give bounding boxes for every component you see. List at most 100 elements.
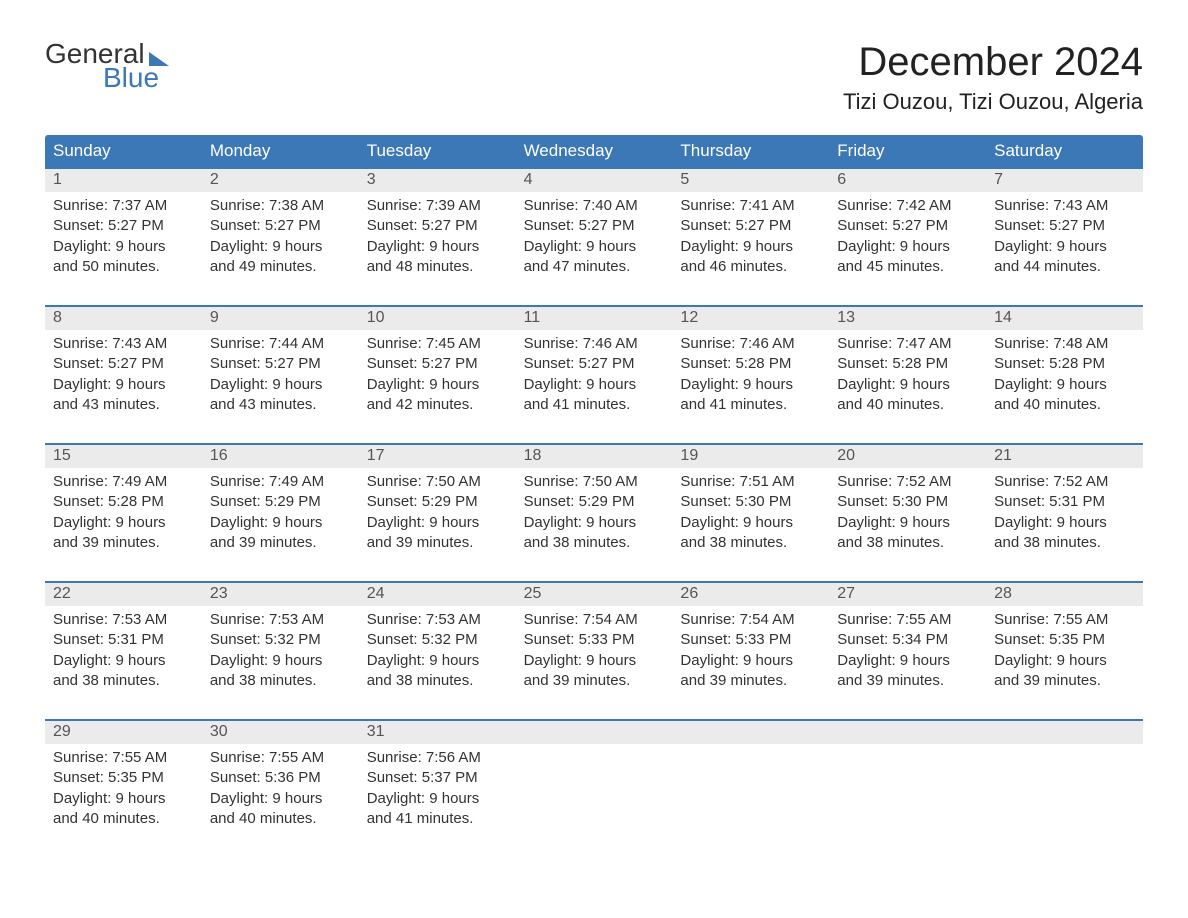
daylight-line1: Daylight: 9 hours [53,651,194,671]
day-cell: Sunrise: 7:50 AMSunset: 5:29 PMDaylight:… [516,468,673,553]
sunrise-line: Sunrise: 7:49 AM [53,472,194,492]
weeks-container: 1234567Sunrise: 7:37 AMSunset: 5:27 PMDa… [45,169,1143,829]
brand-line2: Blue [103,64,169,92]
daylight-line2: and 40 minutes. [994,395,1135,415]
daylight-line2: and 43 minutes. [210,395,351,415]
sunset-line: Sunset: 5:27 PM [367,354,508,374]
sunrise-line: Sunrise: 7:41 AM [680,196,821,216]
calendar-week: 891011121314Sunrise: 7:43 AMSunset: 5:27… [45,305,1143,415]
daylight-line2: and 40 minutes. [53,809,194,829]
day-cell: Sunrise: 7:54 AMSunset: 5:33 PMDaylight:… [516,606,673,691]
calendar-week: 22232425262728Sunrise: 7:53 AMSunset: 5:… [45,581,1143,691]
daylight-line2: and 47 minutes. [524,257,665,277]
daylight-line1: Daylight: 9 hours [524,375,665,395]
sunset-line: Sunset: 5:27 PM [367,216,508,236]
day-cell: Sunrise: 7:48 AMSunset: 5:28 PMDaylight:… [986,330,1143,415]
title-block: December 2024 Tizi Ouzou, Tizi Ouzou, Al… [843,40,1143,115]
day-number: 21 [986,445,1143,468]
brand-logo: General Blue [45,40,169,92]
daylight-line2: and 39 minutes. [994,671,1135,691]
day-number: 5 [672,169,829,192]
day-cell: Sunrise: 7:56 AMSunset: 5:37 PMDaylight:… [359,744,516,829]
sunset-line: Sunset: 5:36 PM [210,768,351,788]
day-cell: Sunrise: 7:47 AMSunset: 5:28 PMDaylight:… [829,330,986,415]
day-number: 16 [202,445,359,468]
daylight-line2: and 41 minutes. [367,809,508,829]
sunset-line: Sunset: 5:29 PM [210,492,351,512]
sunset-line: Sunset: 5:27 PM [210,216,351,236]
location-text: Tizi Ouzou, Tizi Ouzou, Algeria [843,89,1143,115]
day-cell: Sunrise: 7:46 AMSunset: 5:27 PMDaylight:… [516,330,673,415]
calendar-week: 1234567Sunrise: 7:37 AMSunset: 5:27 PMDa… [45,169,1143,277]
sunrise-line: Sunrise: 7:55 AM [994,610,1135,630]
dow-thursday: Thursday [672,135,829,169]
sunset-line: Sunset: 5:33 PM [680,630,821,650]
daylight-line2: and 38 minutes. [367,671,508,691]
daylight-line2: and 45 minutes. [837,257,978,277]
calendar-week: 293031Sunrise: 7:55 AMSunset: 5:35 PMDay… [45,719,1143,829]
sunrise-line: Sunrise: 7:54 AM [680,610,821,630]
day-cell [672,744,829,829]
sunrise-line: Sunrise: 7:38 AM [210,196,351,216]
daylight-line2: and 38 minutes. [524,533,665,553]
sunrise-line: Sunrise: 7:37 AM [53,196,194,216]
sunset-line: Sunset: 5:27 PM [210,354,351,374]
dow-saturday: Saturday [986,135,1143,169]
sunset-line: Sunset: 5:37 PM [367,768,508,788]
daylight-line1: Daylight: 9 hours [680,513,821,533]
daylight-line2: and 41 minutes. [680,395,821,415]
daylight-line2: and 39 minutes. [53,533,194,553]
day-number: 30 [202,721,359,744]
daylight-line2: and 49 minutes. [210,257,351,277]
day-number: 24 [359,583,516,606]
sunrise-line: Sunrise: 7:43 AM [994,196,1135,216]
daylight-line1: Daylight: 9 hours [210,789,351,809]
sunrise-line: Sunrise: 7:56 AM [367,748,508,768]
daylight-line2: and 40 minutes. [210,809,351,829]
sunrise-line: Sunrise: 7:51 AM [680,472,821,492]
daylight-line1: Daylight: 9 hours [994,237,1135,257]
sunrise-line: Sunrise: 7:46 AM [680,334,821,354]
sunrise-line: Sunrise: 7:55 AM [837,610,978,630]
day-cell: Sunrise: 7:55 AMSunset: 5:35 PMDaylight:… [986,606,1143,691]
sunset-line: Sunset: 5:27 PM [53,216,194,236]
day-cell: Sunrise: 7:37 AMSunset: 5:27 PMDaylight:… [45,192,202,277]
day-number: 6 [829,169,986,192]
daylight-line2: and 42 minutes. [367,395,508,415]
daylight-line1: Daylight: 9 hours [994,651,1135,671]
sunrise-line: Sunrise: 7:47 AM [837,334,978,354]
day-of-week-header: Sunday Monday Tuesday Wednesday Thursday… [45,135,1143,169]
day-number: 10 [359,307,516,330]
day-cell: Sunrise: 7:46 AMSunset: 5:28 PMDaylight:… [672,330,829,415]
sunset-line: Sunset: 5:31 PM [994,492,1135,512]
sunset-line: Sunset: 5:27 PM [53,354,194,374]
day-number: 14 [986,307,1143,330]
daylight-line1: Daylight: 9 hours [210,513,351,533]
daylight-line1: Daylight: 9 hours [837,237,978,257]
daylight-line1: Daylight: 9 hours [367,651,508,671]
sunrise-line: Sunrise: 7:53 AM [53,610,194,630]
day-cell: Sunrise: 7:49 AMSunset: 5:28 PMDaylight:… [45,468,202,553]
sunset-line: Sunset: 5:30 PM [680,492,821,512]
sunset-line: Sunset: 5:35 PM [994,630,1135,650]
day-cell: Sunrise: 7:39 AMSunset: 5:27 PMDaylight:… [359,192,516,277]
daylight-line2: and 39 minutes. [210,533,351,553]
sunrise-line: Sunrise: 7:45 AM [367,334,508,354]
day-number: 26 [672,583,829,606]
day-cell: Sunrise: 7:41 AMSunset: 5:27 PMDaylight:… [672,192,829,277]
daylight-line1: Daylight: 9 hours [680,237,821,257]
daylight-line2: and 39 minutes. [837,671,978,691]
daylight-line1: Daylight: 9 hours [837,651,978,671]
day-cell [986,744,1143,829]
sunset-line: Sunset: 5:30 PM [837,492,978,512]
daylight-line2: and 38 minutes. [680,533,821,553]
day-number: 23 [202,583,359,606]
day-number: 1 [45,169,202,192]
sunset-line: Sunset: 5:27 PM [524,354,665,374]
month-title: December 2024 [843,40,1143,85]
daylight-line2: and 40 minutes. [837,395,978,415]
sunrise-line: Sunrise: 7:49 AM [210,472,351,492]
sunset-line: Sunset: 5:33 PM [524,630,665,650]
day-cell: Sunrise: 7:55 AMSunset: 5:35 PMDaylight:… [45,744,202,829]
daylight-line1: Daylight: 9 hours [837,375,978,395]
